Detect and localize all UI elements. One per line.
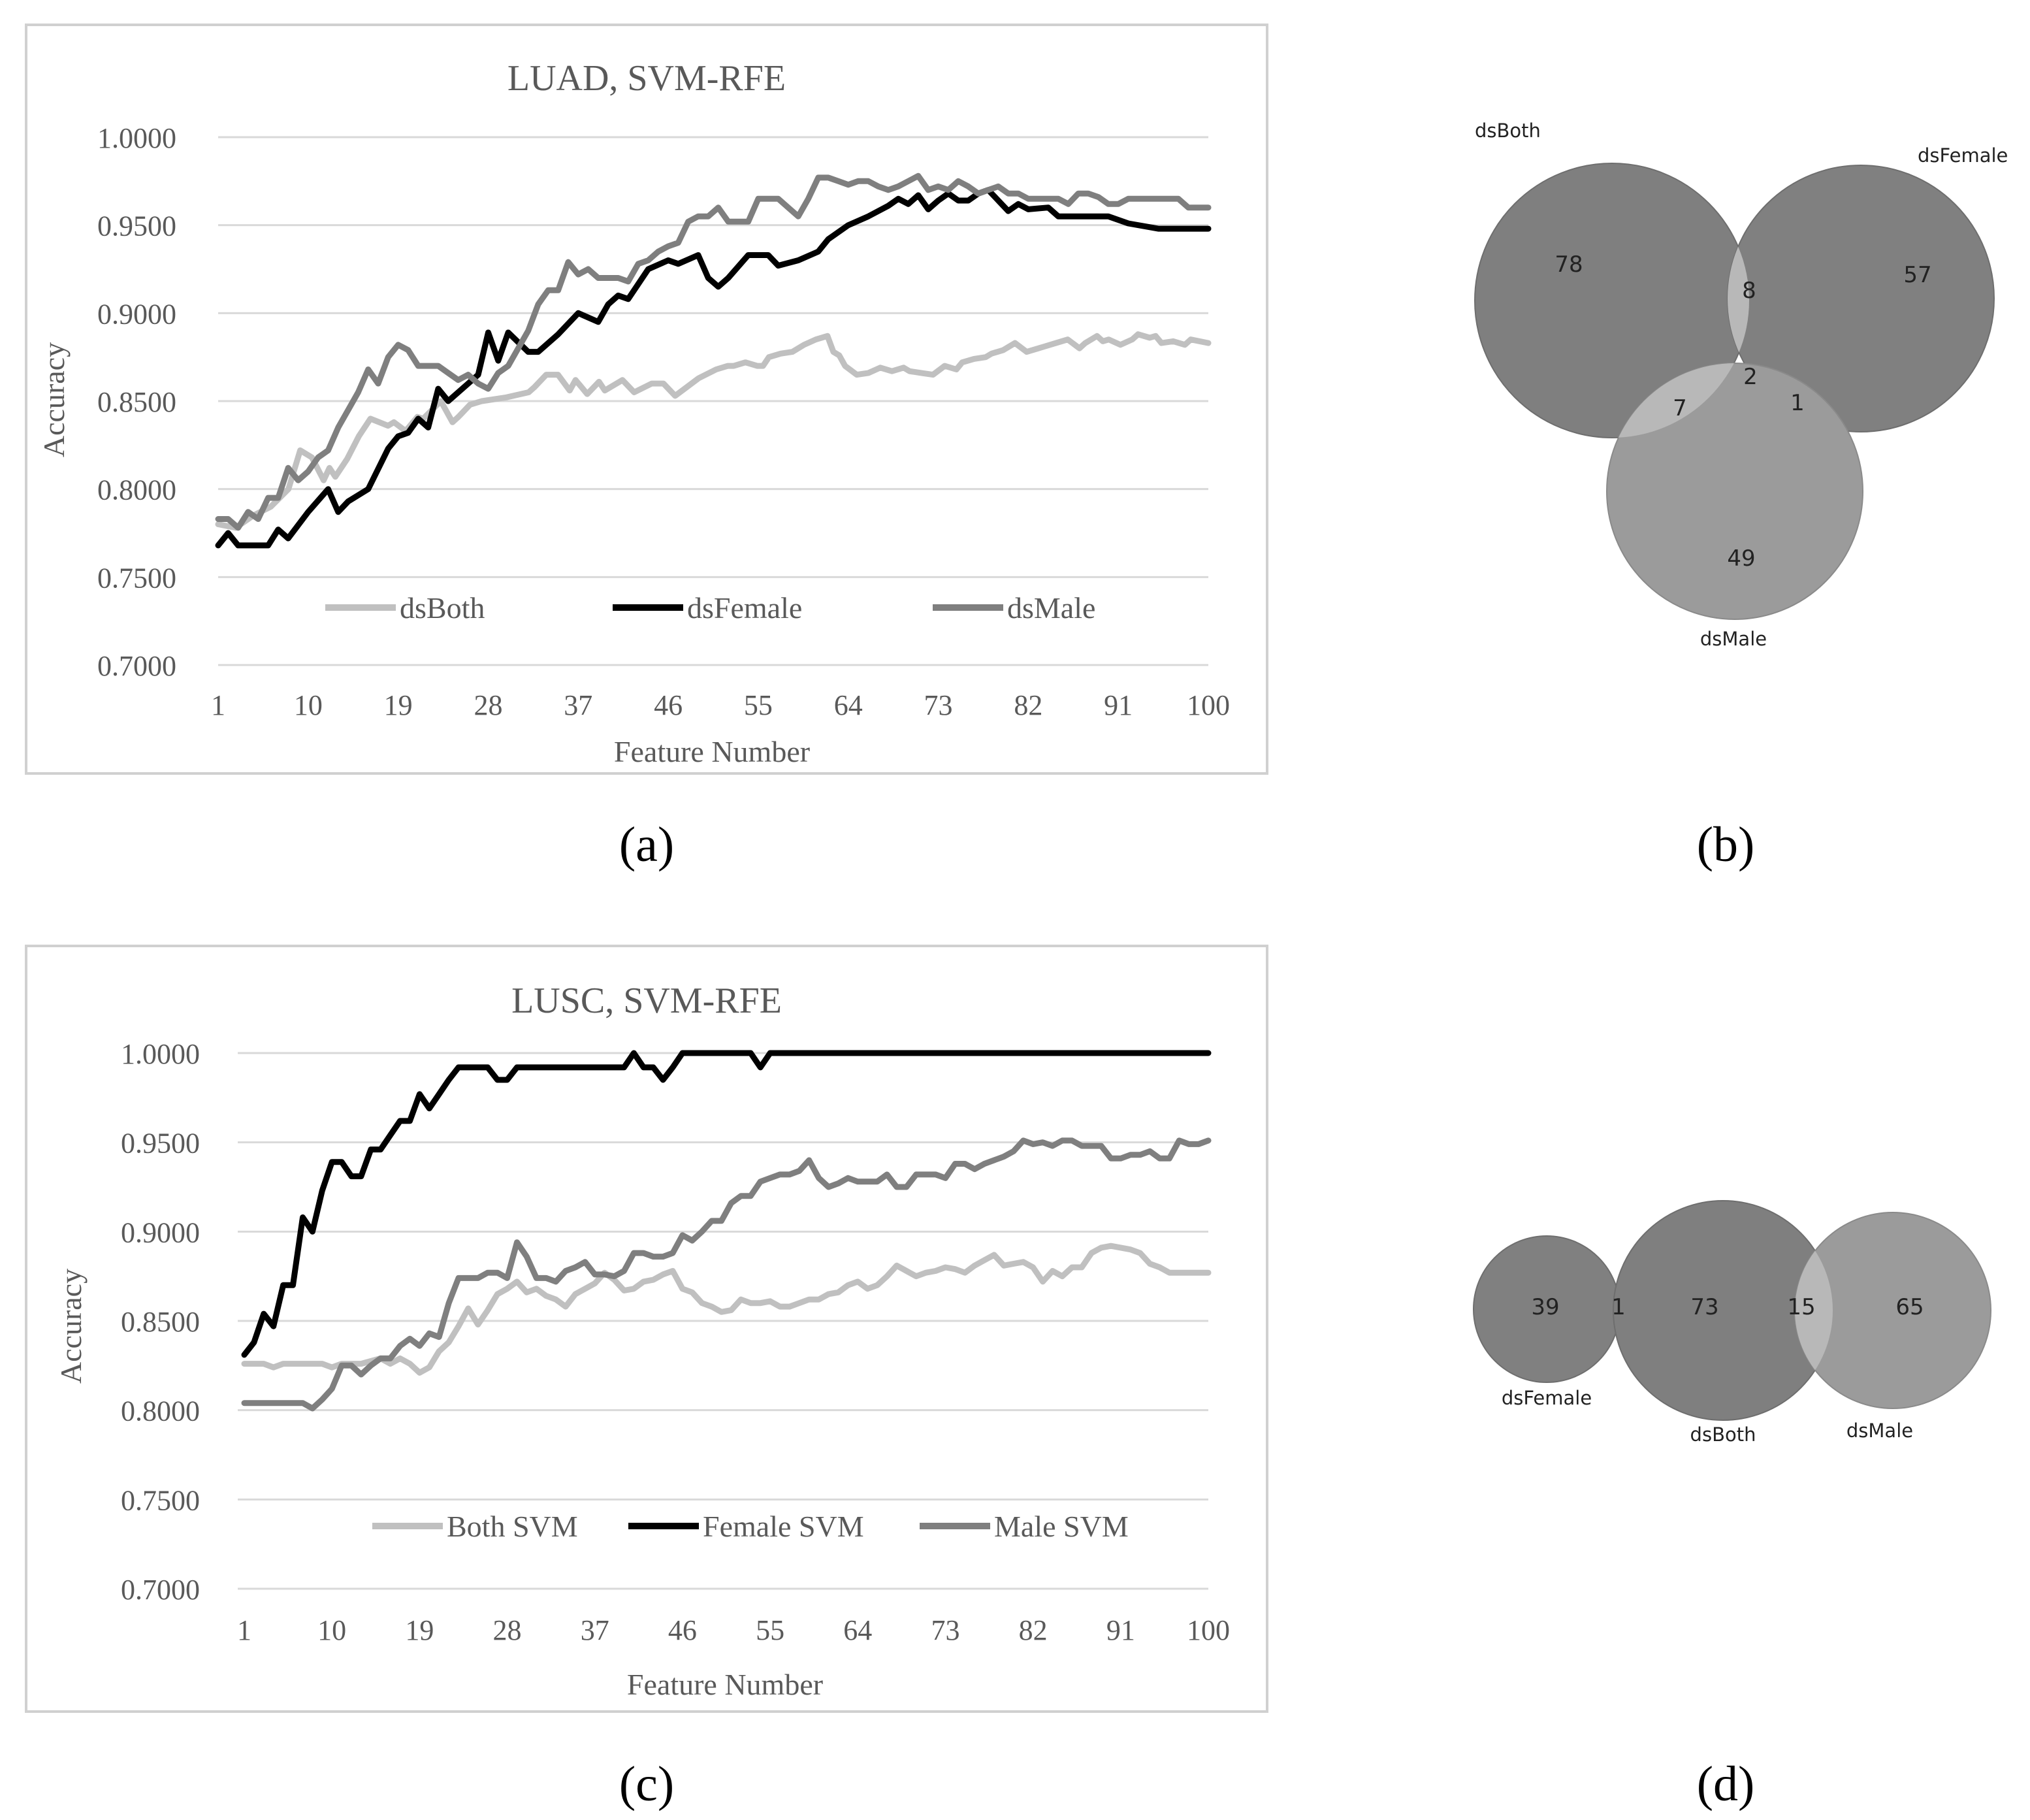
chart-a-x-tick-label: 28 (474, 689, 502, 721)
chart-c-x-tick-label: 46 (668, 1614, 697, 1646)
chart-c-title: LUSC, SVM-RFE (511, 981, 782, 1021)
chart-c: LUSC, SVM-RFE 0.7000 0.7500 0.8000 0.8500 0.… (25, 945, 1268, 1713)
chart-c-legend-label: Female SVM (703, 1510, 864, 1543)
venn-b-set-label-dsFemale: dsFemale (1918, 144, 2008, 167)
panel-label-b: (b) (1697, 817, 1755, 872)
chart-a-x-tick-label: 82 (1014, 689, 1042, 721)
venn-b-circle-dsMale (1606, 363, 1863, 620)
chart-c-x-tick-label: 37 (581, 1614, 609, 1646)
chart-c-series-female-svm (241, 1050, 1212, 1358)
chart-c-x-axis-label: Feature Number (627, 1668, 823, 1701)
venn-b-value-female-only: 57 (1903, 262, 1931, 288)
venn-d-set-label-dsBoth: dsBoth (1690, 1423, 1756, 1446)
chart-a-y-tick-label: 1.0000 (97, 122, 176, 154)
chart-a-x-tick-label: 64 (834, 689, 863, 721)
chart-a-y-tick-label: 0.7500 (97, 562, 176, 594)
chart-a-y-tick-label: 0.9000 (97, 298, 176, 330)
chart-c-x-tick-label: 91 (1106, 1614, 1135, 1646)
venn-d-value-both-only: 73 (1690, 1294, 1718, 1320)
venn-b-value-male-only: 49 (1727, 545, 1755, 572)
chart-c-y-tick-label: 0.8500 (121, 1306, 200, 1338)
panel-label-a: (a) (619, 817, 674, 872)
venn-b-value-all: 2 (1743, 364, 1758, 390)
chart-a-y-tick-label: 0.9500 (97, 210, 176, 242)
chart-c-x-tick-label: 64 (843, 1614, 872, 1646)
chart-a-y-tick-label: 0.8000 (97, 474, 176, 506)
venn-d-set-label-dsMale: dsMale (1846, 1420, 1913, 1442)
venn-b-set-label-dsMale: dsMale (1700, 628, 1767, 650)
chart-a-x-tick-label: 37 (564, 689, 592, 721)
venn-d-value-male-only: 65 (1895, 1294, 1924, 1320)
chart-c-x-tick-label: 1 (237, 1614, 251, 1646)
chart-a-x-tick-label: 10 (294, 689, 323, 721)
chart-c-x-tick-label: 28 (493, 1614, 522, 1646)
venn-d-value-female-only: 39 (1531, 1294, 1559, 1320)
chart-c-x-tick-label: 55 (756, 1614, 784, 1646)
chart-a-legend-label: dsBoth (400, 591, 485, 625)
chart-a-y-tick-label: 0.8500 (97, 386, 176, 418)
venn-b-value-both-only: 78 (1555, 252, 1583, 278)
venn-d-value-female-both: 1 (1611, 1294, 1626, 1320)
chart-c-x-tick-label: 73 (931, 1614, 959, 1646)
chart-a-y-axis-label: Accuracy (37, 342, 71, 457)
chart-a-series-dsfemale (215, 187, 1212, 549)
venn-d-set-label-dsFemale: dsFemale (1502, 1387, 1592, 1409)
chart-a-title: LUAD, SVM-RFE (508, 58, 786, 99)
venn-b-set-label-dsBoth: dsBoth (1475, 120, 1541, 142)
chart-c-x-tick-label: 19 (405, 1614, 434, 1646)
chart-c-y-tick-label: 0.7500 (121, 1484, 200, 1516)
venn-b-value-female-male: 1 (1790, 390, 1805, 416)
venn-b-value-both-male: 7 (1673, 395, 1687, 421)
chart-a-x-tick-label: 73 (924, 689, 953, 721)
chart-a-frame (25, 24, 1268, 775)
chart-a-x-tick-label: 55 (744, 689, 773, 721)
chart-c-x-tick-label: 82 (1019, 1614, 1048, 1646)
chart-c-y-tick-label: 0.7000 (121, 1574, 200, 1606)
chart-a-y-tick-label: 0.7000 (97, 650, 176, 682)
chart-a-legend-label: dsMale (1007, 591, 1095, 625)
panel-label-d: (d) (1697, 1757, 1755, 1812)
chart-a-x-axis-label: Feature Number (614, 735, 810, 768)
chart-c-legend-label: Male SVM (994, 1510, 1129, 1543)
venn-d-value-both-male: 15 (1787, 1294, 1815, 1320)
venn-b: dsBoth dsFemale dsMale 78 57 49 8 7 1 2 (1474, 120, 2008, 650)
chart-c-series-male-svm (241, 1137, 1212, 1412)
venn-d: dsFemale dsBoth dsMale 39 1 73 15 65 (1473, 1200, 1991, 1446)
chart-c-legend-label: Both SVM (447, 1510, 578, 1543)
chart-a-x-tick-label: 100 (1187, 689, 1230, 721)
chart-a: LUAD, SVM-RFE 0.7000 0.7500 0.8000 0.8500 0.… (25, 24, 1268, 775)
chart-c-series-both-svm (241, 1243, 1212, 1376)
chart-a-x-tick-label: 91 (1104, 689, 1133, 721)
chart-c-y-tick-label: 1.0000 (121, 1038, 200, 1070)
chart-c-frame (25, 945, 1268, 1713)
chart-c-x-tick-label: 100 (1187, 1614, 1230, 1646)
chart-a-legend-label: dsFemale (687, 591, 802, 625)
chart-c-y-axis-label: Accuracy (54, 1269, 88, 1384)
chart-a-x-tick-label: 19 (384, 689, 413, 721)
chart-c-y-tick-label: 0.8000 (121, 1395, 200, 1427)
chart-c-y-tick-label: 0.9500 (121, 1128, 200, 1160)
venn-b-value-both-female: 8 (1742, 278, 1756, 304)
chart-a-series-dsmale (215, 172, 1212, 531)
chart-c-y-tick-label: 0.9000 (121, 1216, 200, 1248)
chart-c-x-tick-label: 10 (317, 1614, 346, 1646)
chart-a-x-tick-label: 1 (211, 689, 225, 721)
panel-label-c: (c) (619, 1757, 674, 1812)
chart-a-x-tick-label: 46 (654, 689, 683, 721)
